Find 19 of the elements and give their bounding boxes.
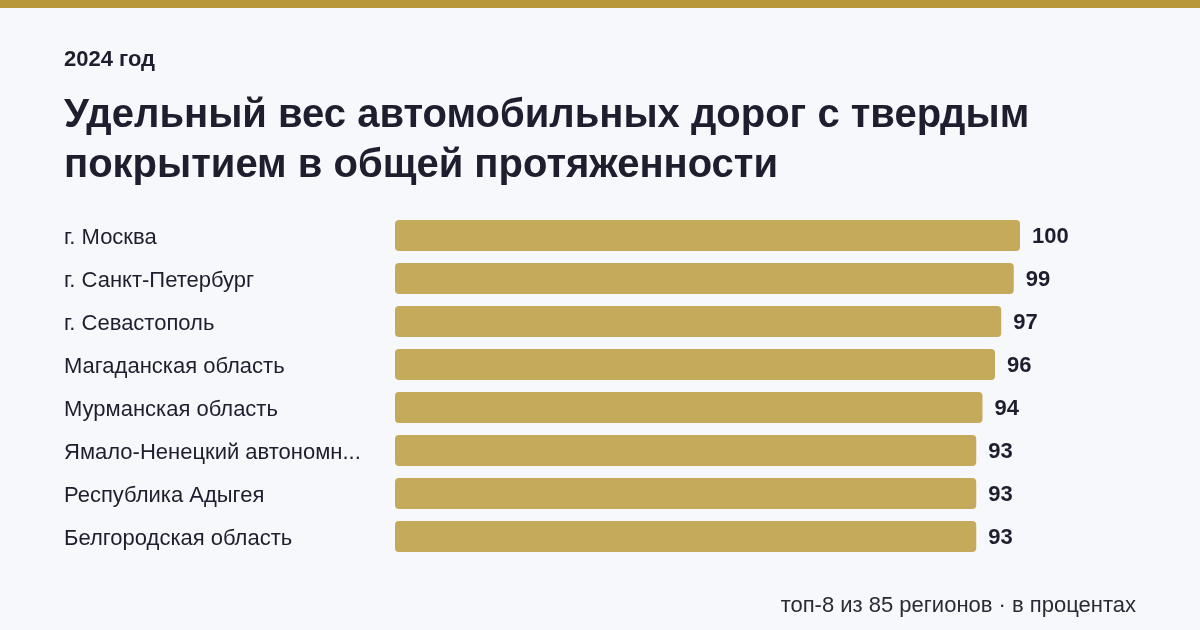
data-label: 97 (1013, 309, 1038, 335)
data-label: 93 (988, 481, 1013, 507)
chart-title: Удельный вес автомобильных дорог с твердым покрытием в общей протяженности (64, 90, 1031, 187)
y-tick-label: г. Санкт-Петербург (64, 266, 255, 292)
data-label: 99 (1025, 266, 1051, 292)
y-tick-label: Республика Адыгея (64, 481, 265, 507)
data-label: 94 (994, 395, 1020, 421)
data-label: 93 (988, 524, 1013, 550)
data-label: 100 (1032, 223, 1069, 249)
data-label: 93 (988, 438, 1013, 464)
y-tick-label: Магаданская область (64, 352, 285, 378)
y-tick-label: г. Севастополь (64, 309, 215, 335)
y-tick-label: Белгородская область (64, 524, 293, 550)
y-tick-label: Мурманская область (64, 395, 278, 421)
y-tick-label: Ямало-Ненецкий автономн... (64, 438, 361, 464)
text: топ-8 из 85 регионов · в процентах (780, 592, 1136, 618)
data-label: 96 (1007, 352, 1032, 378)
y-tick-label: г. Москва (64, 223, 158, 249)
text: 2024 год (64, 46, 156, 72)
